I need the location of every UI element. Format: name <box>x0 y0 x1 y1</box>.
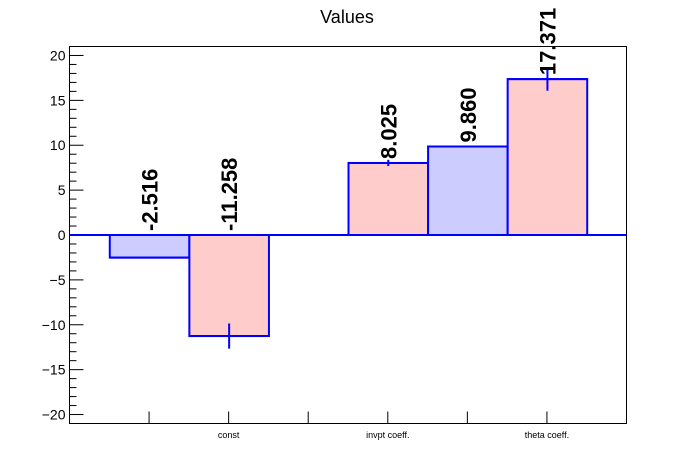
y-tick-label: −20 <box>42 407 66 423</box>
data-labels: -2.516 -11.258 8.025 9.860 17.371 <box>138 8 561 231</box>
y-tick-label: 15 <box>50 92 66 108</box>
y-tick-label: −15 <box>42 362 66 378</box>
y-tick-label: 5 <box>58 182 66 198</box>
y-tick-label: 0 <box>58 227 66 243</box>
data-label: 8.025 <box>376 104 401 159</box>
y-tick-label: −5 <box>50 272 66 288</box>
x-category-label: invpt coeff. <box>366 430 409 440</box>
bar <box>347 161 430 236</box>
y-tick-label: −10 <box>42 317 66 333</box>
x-category-label: const <box>218 430 240 440</box>
data-label: -11.258 <box>217 158 242 231</box>
bar <box>427 145 509 237</box>
y-tick-label: 10 <box>50 137 66 153</box>
x-category-label: theta coeff. <box>525 430 569 440</box>
y-tick-label: 20 <box>50 47 66 63</box>
chart-title: Values <box>320 7 374 27</box>
bar <box>188 234 270 338</box>
bar <box>108 234 191 259</box>
data-label: -2.516 <box>138 169 163 231</box>
y-axis: −20 −15 −10 −5 0 5 10 15 20 <box>42 47 84 423</box>
data-label: 9.860 <box>456 87 481 142</box>
bar <box>506 78 589 236</box>
data-label: 17.371 <box>535 8 560 75</box>
x-axis: const invpt coeff. theta coeff. <box>148 411 627 440</box>
bars <box>69 67 627 349</box>
